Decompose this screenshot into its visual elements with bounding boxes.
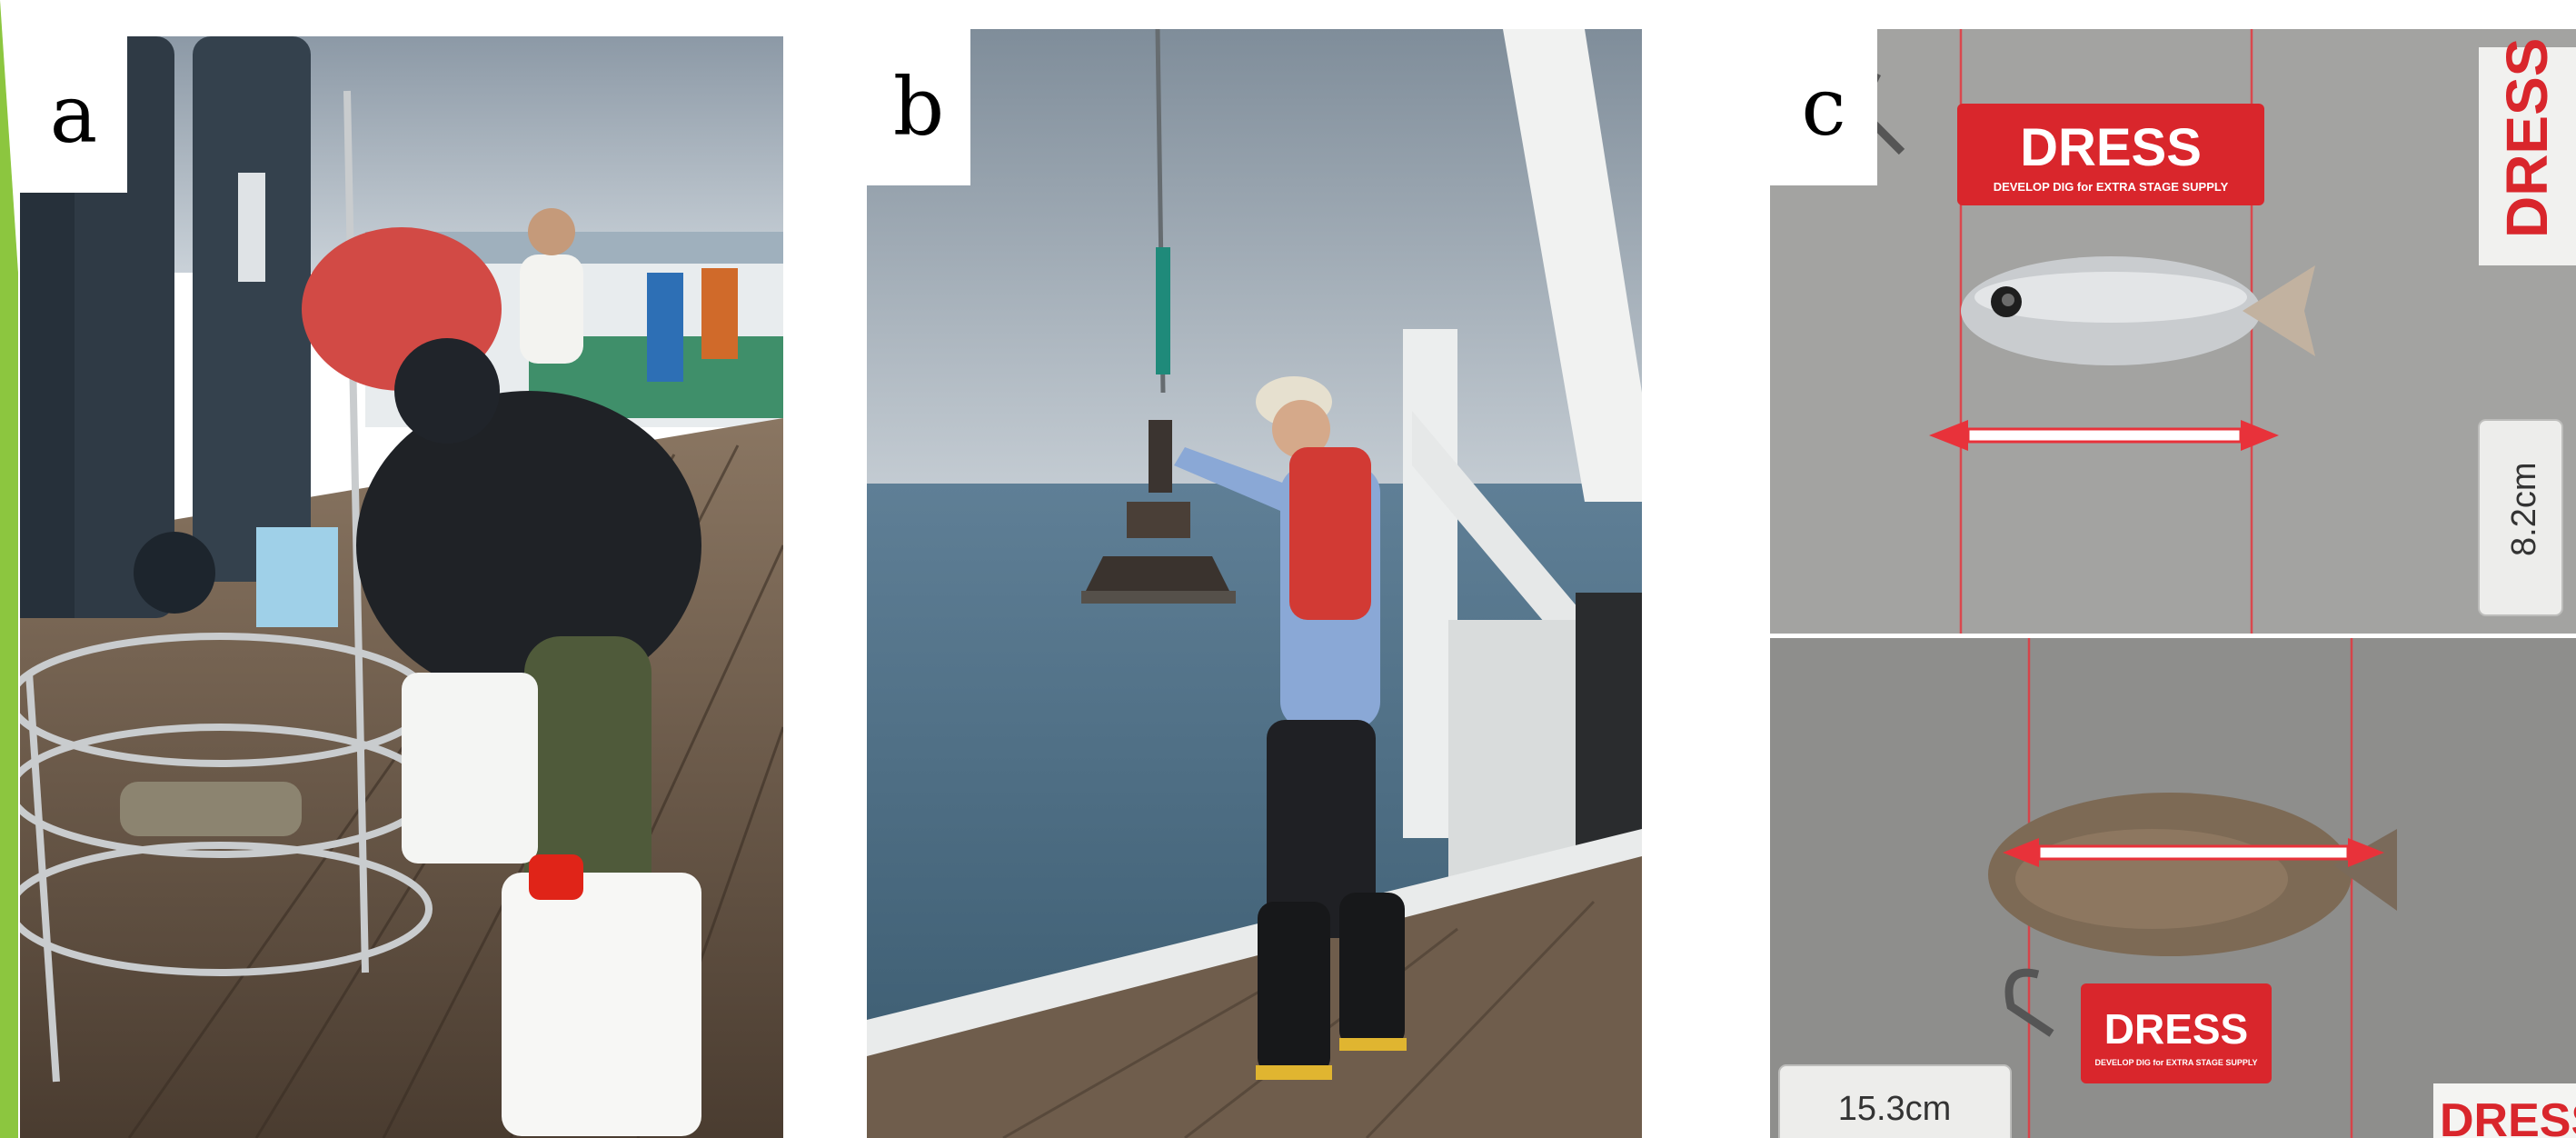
grab-sampler-photo [867, 29, 1642, 1138]
bottom-dress-tag [2081, 983, 2272, 1083]
top-length-label: 8.2cm [2505, 463, 2543, 556]
photo-panel-c: DRESS DEVELOP DIG for EXTRA STAGE SUPPLY… [1770, 29, 2576, 1138]
water-sampling-photo [20, 36, 783, 1138]
bottom-side-dress-tag: DRESS [2440, 1094, 2576, 1138]
photo-panel-b [867, 29, 1642, 1138]
top-side-dress-tag: DRESS [2494, 38, 2560, 239]
bottom-measurement-bar [2003, 838, 2384, 867]
bottom-length-label: 15.3cm [1838, 1090, 1952, 1128]
top-dress-tag [1957, 104, 2264, 205]
top-measurement-bar [1929, 420, 2279, 451]
panel-label-a: a [20, 36, 127, 193]
photo-panel-a [20, 36, 783, 1138]
panel-label-b: b [867, 29, 970, 185]
small-fish [1961, 256, 2315, 365]
top-dress-tag-subtext: DEVELOP DIG for EXTRA STAGE SUPPLY [1994, 180, 2229, 194]
bottom-dress-tag-text: DRESS [2104, 1005, 2248, 1053]
fish-measurement-photo: DRESS DEVELOP DIG for EXTRA STAGE SUPPLY… [1770, 29, 2576, 1138]
bottom-dress-tag-subtext: DEVELOP DIG for EXTRA STAGE SUPPLY [2094, 1058, 2257, 1067]
accent-bar [0, 0, 18, 1138]
panel-label-c: c [1770, 29, 1877, 185]
top-dress-tag-text: DRESS [2020, 118, 2202, 177]
